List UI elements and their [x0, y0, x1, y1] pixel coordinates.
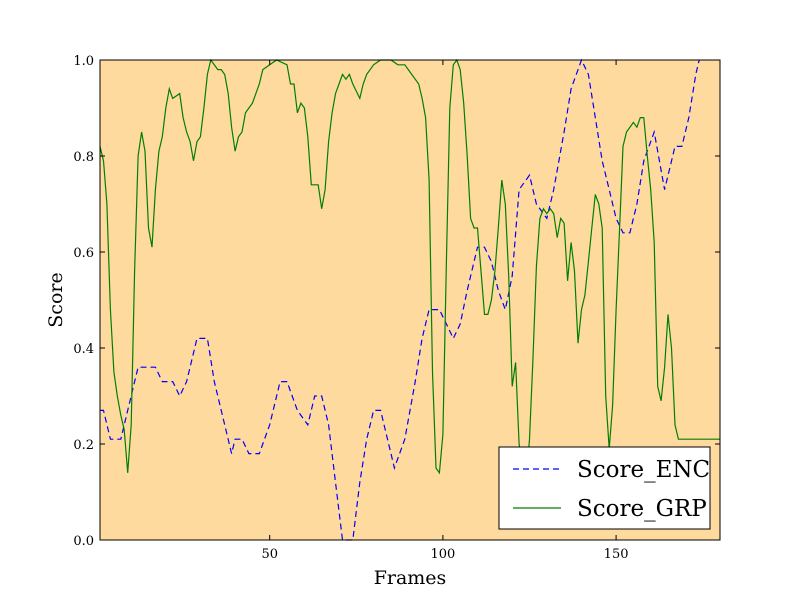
legend-box: [498, 446, 711, 530]
plot-frame: [99, 59, 721, 541]
y-tick-label: 0.0: [73, 534, 94, 549]
series-layer: [100, 59, 720, 541]
series-line-score-grp: [100, 59, 720, 483]
ticks-layer: 50 100 150 0.0 0.2 0.4 0.6 0.8 1.0: [73, 54, 720, 562]
legend-label-score-enc: Score_ENC: [577, 457, 710, 483]
x-tick-label: 100: [430, 547, 455, 562]
y-axis-label: Score: [45, 272, 67, 327]
y-tick-label: 0.8: [73, 150, 94, 165]
y-tick-label: 0.4: [73, 342, 94, 357]
y-tick-label: 1.0: [73, 54, 94, 69]
x-axis-label: Frames: [374, 567, 447, 589]
y-tick-label: 0.2: [73, 438, 94, 453]
legend-label-score-grp: Score_GRP: [577, 496, 707, 522]
legend: Score_ENC Score_GRP: [498, 446, 711, 530]
x-tick-label: 150: [604, 547, 629, 562]
x-tick-label: 50: [261, 547, 278, 562]
y-tick-label: 0.6: [73, 246, 94, 261]
series-line-score-enc: [100, 59, 700, 541]
